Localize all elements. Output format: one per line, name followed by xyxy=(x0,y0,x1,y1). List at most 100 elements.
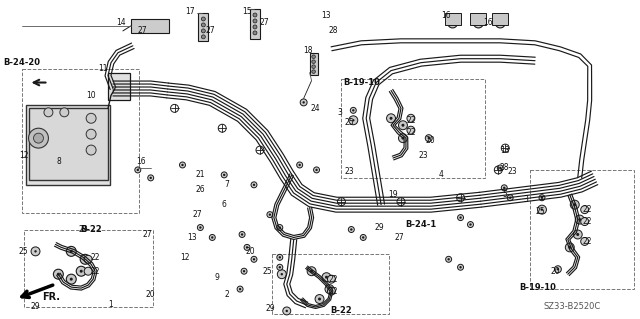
Circle shape xyxy=(80,270,83,273)
Circle shape xyxy=(573,203,576,206)
Text: 10: 10 xyxy=(86,91,96,100)
Text: FR.: FR. xyxy=(42,292,60,302)
Circle shape xyxy=(350,228,353,231)
Circle shape xyxy=(573,230,582,239)
Circle shape xyxy=(328,288,331,291)
Text: 29: 29 xyxy=(265,304,275,314)
Circle shape xyxy=(509,197,511,199)
Circle shape xyxy=(352,109,355,112)
Circle shape xyxy=(312,65,316,69)
Text: 9: 9 xyxy=(215,273,220,282)
Circle shape xyxy=(328,275,335,283)
Circle shape xyxy=(209,234,215,241)
Circle shape xyxy=(239,232,245,237)
Circle shape xyxy=(541,208,543,211)
Circle shape xyxy=(541,197,543,199)
Bar xyxy=(445,13,461,25)
Circle shape xyxy=(316,169,317,171)
Circle shape xyxy=(352,119,355,122)
Circle shape xyxy=(495,18,505,28)
Text: 26: 26 xyxy=(196,185,205,194)
Circle shape xyxy=(390,117,392,120)
Circle shape xyxy=(251,256,257,262)
Circle shape xyxy=(508,195,513,201)
Circle shape xyxy=(76,266,86,276)
Circle shape xyxy=(283,307,291,315)
Text: 16: 16 xyxy=(441,11,451,20)
Circle shape xyxy=(300,99,307,106)
Text: 14: 14 xyxy=(116,19,125,27)
Circle shape xyxy=(322,273,331,282)
Circle shape xyxy=(499,167,502,169)
Circle shape xyxy=(223,174,225,176)
Bar xyxy=(492,13,508,25)
Text: 16: 16 xyxy=(136,158,145,167)
Text: SZ33-B2520C: SZ33-B2520C xyxy=(543,302,600,311)
Circle shape xyxy=(243,270,245,272)
Circle shape xyxy=(554,266,561,273)
Circle shape xyxy=(328,287,335,295)
Text: B-19-10: B-19-10 xyxy=(520,283,556,292)
Circle shape xyxy=(539,195,545,201)
Circle shape xyxy=(407,114,415,122)
Text: 22: 22 xyxy=(583,237,593,246)
Circle shape xyxy=(84,267,92,275)
Circle shape xyxy=(360,234,366,241)
Circle shape xyxy=(458,215,463,220)
Circle shape xyxy=(568,246,572,249)
Circle shape xyxy=(312,55,316,58)
Circle shape xyxy=(297,162,303,168)
Circle shape xyxy=(241,268,247,274)
Circle shape xyxy=(253,258,255,261)
Circle shape xyxy=(251,182,257,188)
Circle shape xyxy=(237,286,243,292)
Text: 22: 22 xyxy=(406,116,415,125)
Text: 23: 23 xyxy=(344,167,354,176)
Circle shape xyxy=(280,273,283,275)
Text: 4: 4 xyxy=(438,170,443,179)
Circle shape xyxy=(467,222,474,227)
Bar xyxy=(24,229,153,307)
Circle shape xyxy=(312,60,316,63)
Text: 27: 27 xyxy=(193,210,202,219)
Circle shape xyxy=(277,264,283,270)
Circle shape xyxy=(136,169,139,171)
Text: 22: 22 xyxy=(583,217,593,226)
Text: 8: 8 xyxy=(57,158,61,167)
Circle shape xyxy=(278,256,281,258)
Text: B-24-1: B-24-1 xyxy=(405,220,436,229)
Circle shape xyxy=(202,17,205,21)
Circle shape xyxy=(253,13,257,17)
Circle shape xyxy=(181,164,184,166)
Circle shape xyxy=(348,226,355,233)
Circle shape xyxy=(150,177,152,179)
Text: B-19-10: B-19-10 xyxy=(343,78,380,87)
Bar xyxy=(26,105,110,185)
Text: 13: 13 xyxy=(322,11,332,20)
Text: 12: 12 xyxy=(180,253,189,262)
Circle shape xyxy=(253,31,257,35)
Circle shape xyxy=(86,145,96,155)
Text: 28: 28 xyxy=(329,26,338,35)
Text: 7: 7 xyxy=(225,180,230,189)
Circle shape xyxy=(269,213,271,216)
Circle shape xyxy=(253,25,257,29)
Bar xyxy=(272,254,389,314)
Text: 20: 20 xyxy=(146,290,156,299)
Text: 22: 22 xyxy=(406,128,415,137)
Text: 24: 24 xyxy=(311,104,321,113)
Text: B-22: B-22 xyxy=(330,307,352,315)
Text: 1: 1 xyxy=(109,300,113,309)
Circle shape xyxy=(84,258,86,261)
Text: 29: 29 xyxy=(78,225,88,234)
Text: 25: 25 xyxy=(262,267,272,276)
Circle shape xyxy=(44,108,53,117)
Text: 22: 22 xyxy=(329,275,338,284)
Circle shape xyxy=(84,255,92,263)
Circle shape xyxy=(497,165,503,171)
Text: 20: 20 xyxy=(426,136,436,145)
Text: B-24-20: B-24-20 xyxy=(3,58,40,67)
Circle shape xyxy=(285,310,288,312)
Circle shape xyxy=(401,124,404,127)
Text: 27: 27 xyxy=(205,26,215,35)
